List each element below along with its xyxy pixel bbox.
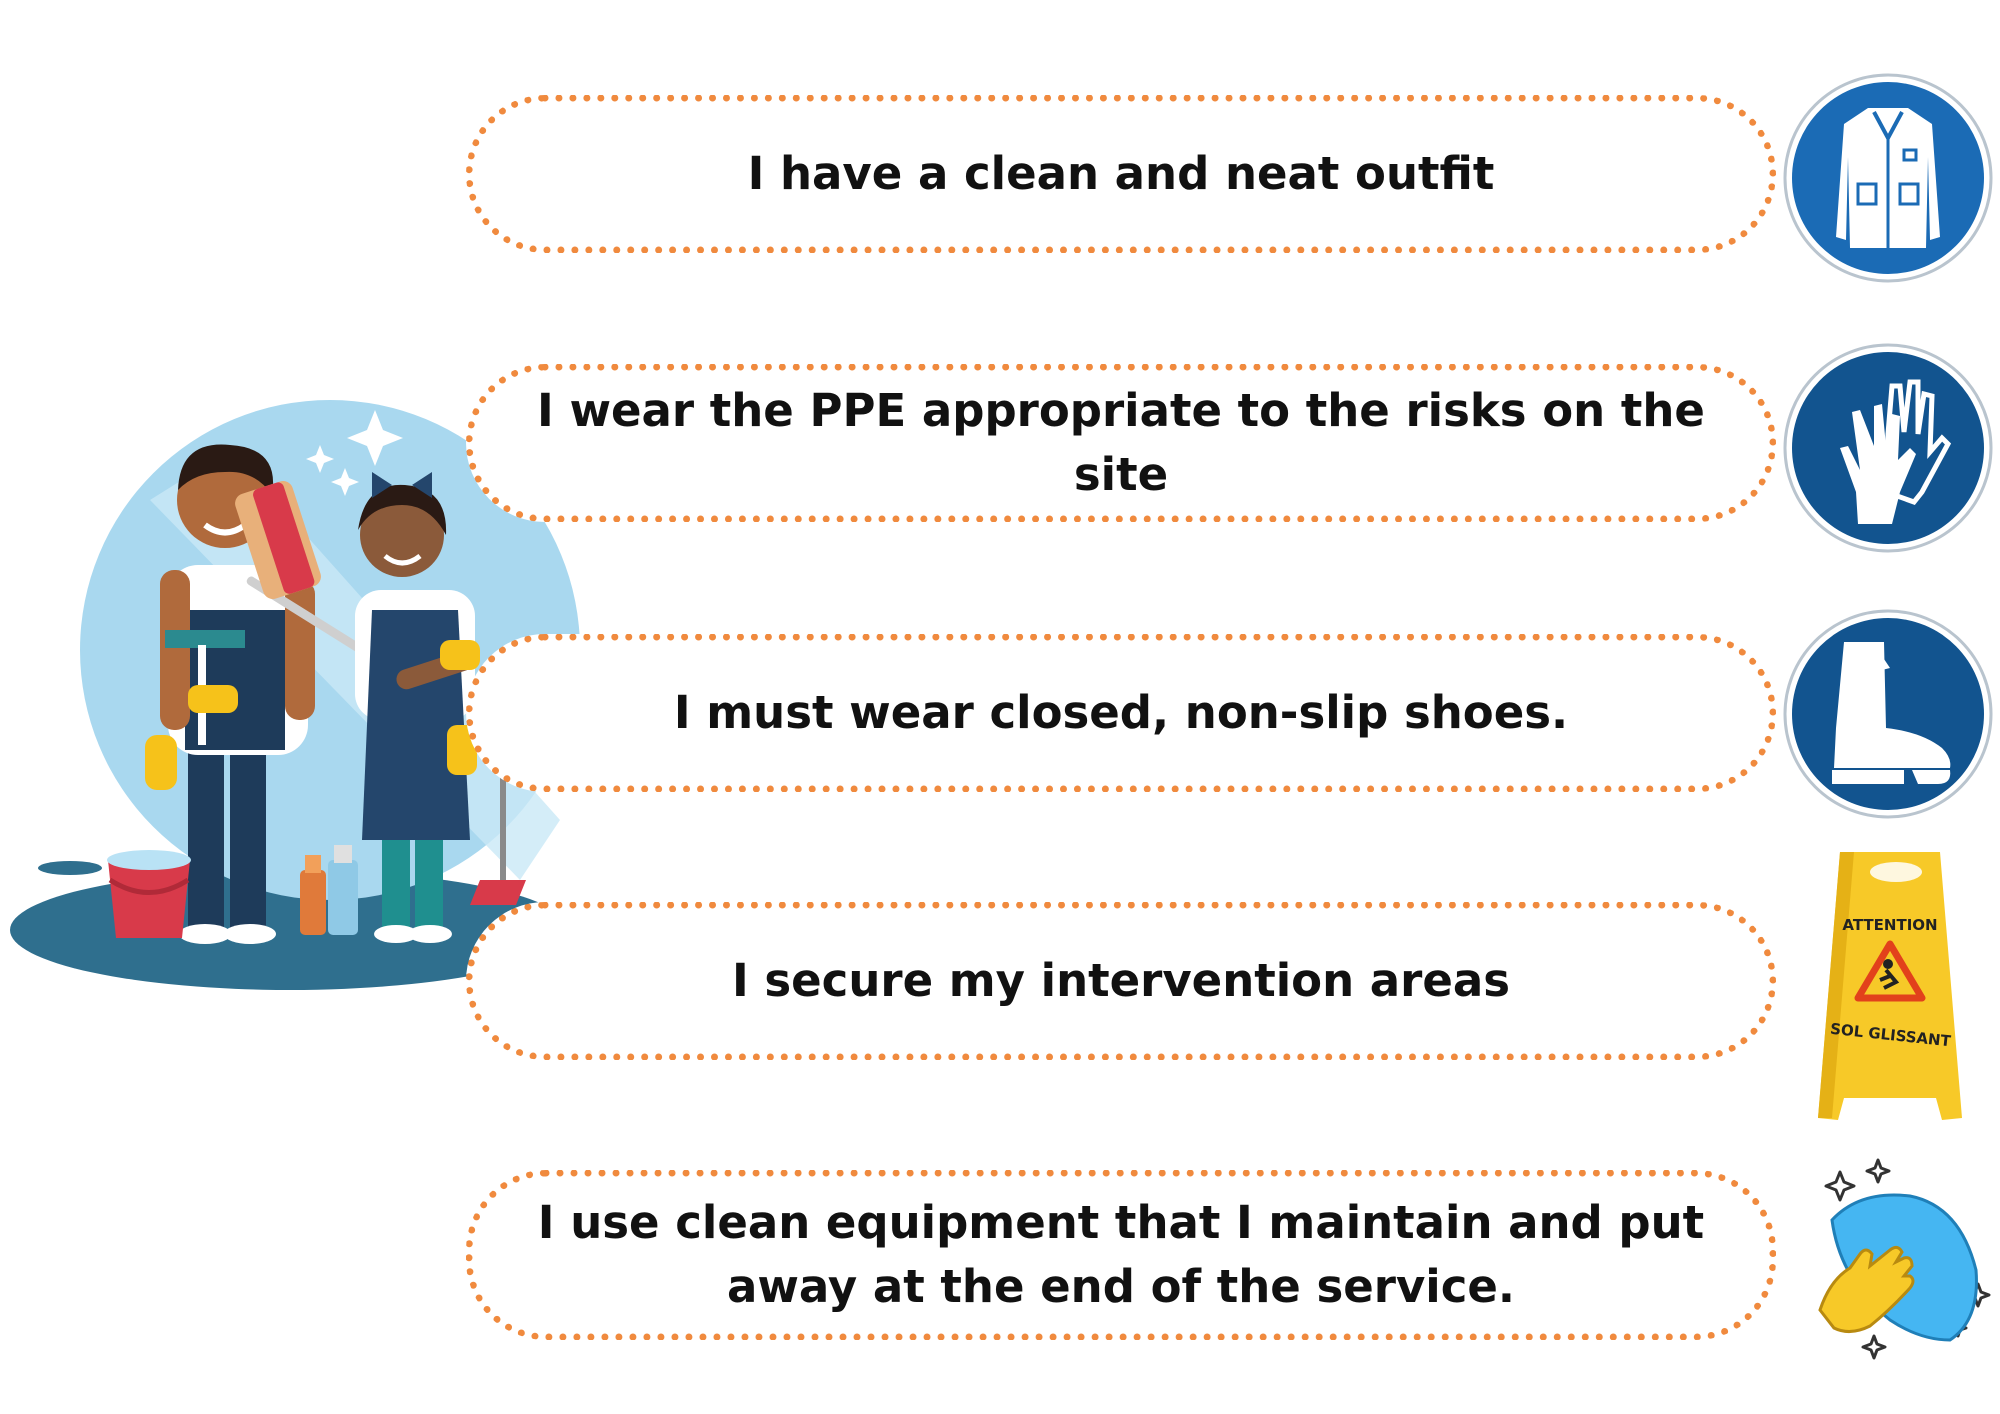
cleaning-cloth-icon [1818, 1158, 1991, 1360]
puddle-splash [38, 861, 102, 875]
sign-top-text: ATTENTION [1842, 916, 1937, 934]
wet-floor-sign-icon: ATTENTION SOL GLISSANT [1818, 852, 1962, 1120]
rule-card-outfit: I have a clean and neat outfit [466, 95, 1776, 253]
brush-icon [235, 481, 453, 709]
rule-card-equipment: I use clean equipment that I maintain an… [466, 1170, 1776, 1340]
cleaners-illustration [10, 400, 580, 990]
rule-text: I have a clean and neat outfit [747, 147, 1495, 200]
safety-boot-icon [1783, 609, 1993, 819]
rule-text: I must wear closed, non-slip shoes. [673, 686, 1569, 739]
cleaning-bottles-icon [300, 845, 358, 935]
rule-card-ppe: I wear the PPE appropriate to the risks … [466, 364, 1776, 522]
rule-card-shoes: I must wear closed, non-slip shoes. [466, 634, 1776, 792]
rule-text: I secure my intervention areas [731, 954, 1511, 1007]
female-cleaner-figure [355, 472, 526, 943]
rule-text: I wear the PPE appropriate to the risks … [537, 384, 1705, 501]
rule-card-secure-area: I secure my intervention areas [466, 902, 1776, 1060]
lab-coat-icon [1783, 73, 1993, 283]
male-cleaner-figure [145, 444, 315, 944]
rule-text: I use clean equipment that I maintain an… [537, 1196, 1705, 1313]
sparkle-icon [306, 410, 403, 496]
gloves-icon [1783, 343, 1993, 553]
bucket-icon [107, 850, 191, 938]
